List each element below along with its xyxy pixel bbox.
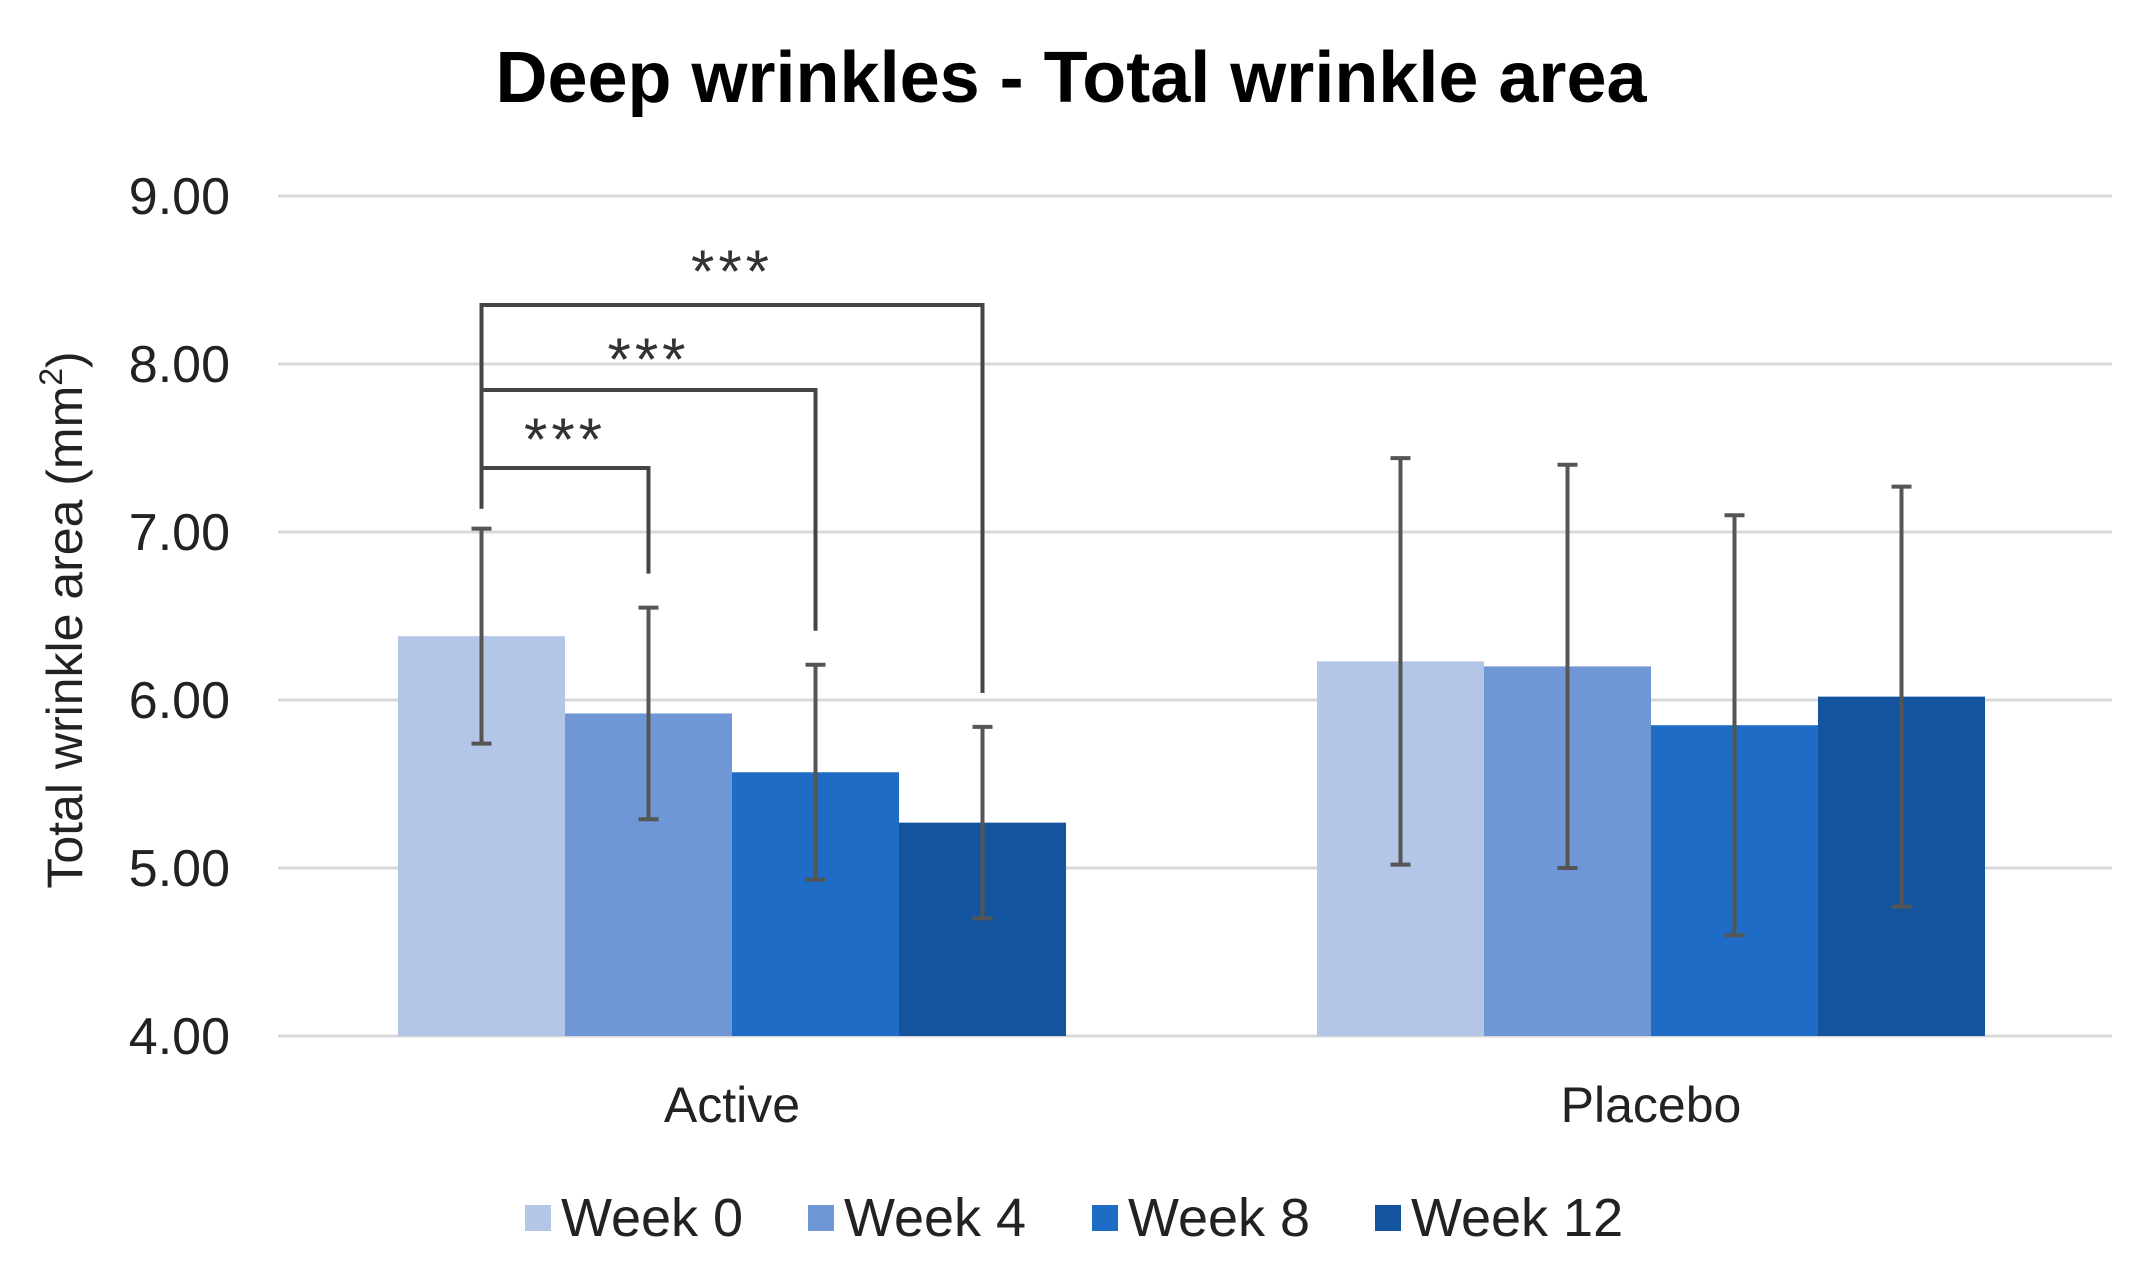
legend-label: Week 8 xyxy=(1128,1188,1310,1248)
y-tick-label: 6.00 xyxy=(129,672,230,730)
bars xyxy=(398,636,1985,1036)
error-bars xyxy=(471,456,1912,938)
legend-swatch xyxy=(808,1205,834,1231)
error-bar xyxy=(972,724,993,921)
y-tick-label: 8.00 xyxy=(129,336,230,394)
x-category-label: Placebo xyxy=(1561,1077,1742,1133)
y-tick-label: 5.00 xyxy=(129,840,230,898)
error-bar xyxy=(1891,484,1912,909)
x-axis-categories: Active Placebo xyxy=(664,1077,1741,1133)
legend-label: Week 4 xyxy=(844,1188,1026,1248)
legend-item: Week 0 xyxy=(525,1188,743,1248)
y-tick-label: 9.00 xyxy=(129,168,230,226)
legend-item: Week 4 xyxy=(808,1188,1026,1248)
y-axis-label-suffix: ) xyxy=(37,351,93,368)
error-bar xyxy=(1724,513,1745,938)
error-bar xyxy=(805,662,826,882)
significance-label: *** xyxy=(691,238,773,305)
legend-swatch xyxy=(1092,1205,1118,1231)
error-bar xyxy=(471,526,492,746)
y-axis-label: Total wrinkle area (mm2) xyxy=(33,351,93,888)
legend-swatch xyxy=(1375,1205,1401,1231)
legend-label: Week 0 xyxy=(561,1188,743,1248)
legend-label: Week 12 xyxy=(1411,1188,1623,1248)
y-axis-label-superscript: 2 xyxy=(33,368,69,386)
significance-brackets: ********* xyxy=(479,238,985,693)
significance-bracket: *** xyxy=(479,406,651,574)
significance-bracket: *** xyxy=(479,238,985,693)
legend-item: Week 12 xyxy=(1375,1188,1623,1248)
legend-swatch xyxy=(525,1205,551,1231)
error-bar xyxy=(1390,456,1411,867)
y-axis-label-main: Total wrinkle area (mm xyxy=(37,386,93,889)
error-bar xyxy=(638,605,659,822)
significance-bracket-line xyxy=(479,303,985,693)
significance-label: *** xyxy=(607,326,689,393)
significance-label: *** xyxy=(524,406,606,473)
error-bar xyxy=(1557,462,1578,870)
y-axis-ticks: 4.00 5.00 6.00 7.00 8.00 9.00 xyxy=(129,168,230,1066)
chart-title: Deep wrinkles - Total wrinkle area xyxy=(495,38,1647,118)
legend-item: Week 8 xyxy=(1092,1188,1310,1248)
x-category-label: Active xyxy=(664,1077,800,1133)
y-tick-label: 4.00 xyxy=(129,1008,230,1066)
legend: Week 0 Week 4 Week 8 Week 12 xyxy=(525,1188,1623,1248)
significance-bracket-line xyxy=(479,466,651,574)
y-tick-label: 7.00 xyxy=(129,504,230,562)
